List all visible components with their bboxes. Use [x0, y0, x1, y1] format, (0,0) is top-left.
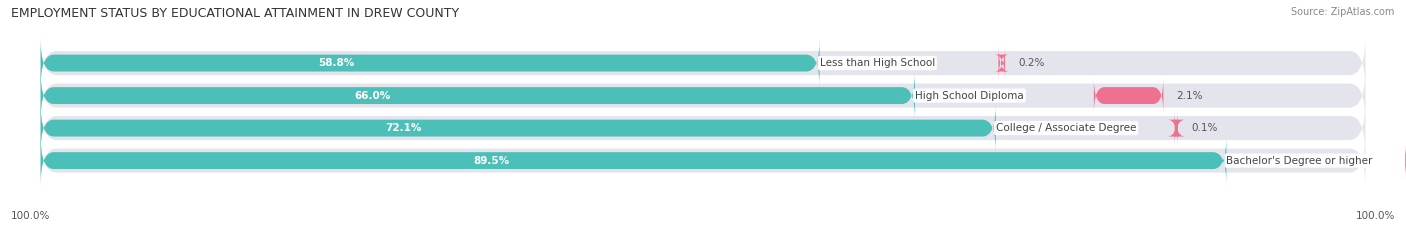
Text: EMPLOYMENT STATUS BY EDUCATIONAL ATTAINMENT IN DREW COUNTY: EMPLOYMENT STATUS BY EDUCATIONAL ATTAINM… [11, 7, 460, 20]
Text: 100.0%: 100.0% [1355, 211, 1395, 221]
Text: 66.0%: 66.0% [354, 91, 391, 101]
Text: Source: ZipAtlas.com: Source: ZipAtlas.com [1291, 7, 1395, 17]
FancyBboxPatch shape [41, 36, 1365, 90]
Legend: In Labor Force, Unemployed: In Labor Force, Unemployed [603, 231, 803, 233]
FancyBboxPatch shape [41, 72, 915, 120]
Text: 0.1%: 0.1% [1191, 123, 1218, 133]
Text: 0.2%: 0.2% [1018, 58, 1045, 68]
FancyBboxPatch shape [41, 137, 1226, 185]
Text: 100.0%: 100.0% [11, 211, 51, 221]
FancyBboxPatch shape [41, 39, 820, 87]
FancyBboxPatch shape [1094, 78, 1163, 113]
Text: Less than High School: Less than High School [820, 58, 935, 68]
FancyBboxPatch shape [41, 101, 1365, 155]
FancyBboxPatch shape [41, 104, 995, 152]
FancyBboxPatch shape [994, 45, 1010, 81]
Text: 58.8%: 58.8% [319, 58, 354, 68]
Text: 89.5%: 89.5% [472, 156, 509, 166]
Text: High School Diploma: High School Diploma [915, 91, 1024, 101]
Text: College / Associate Degree: College / Associate Degree [995, 123, 1136, 133]
FancyBboxPatch shape [41, 134, 1365, 188]
Text: 2.1%: 2.1% [1177, 91, 1204, 101]
FancyBboxPatch shape [1167, 110, 1185, 146]
Text: 72.1%: 72.1% [385, 123, 422, 133]
Text: Bachelor's Degree or higher: Bachelor's Degree or higher [1226, 156, 1372, 166]
FancyBboxPatch shape [41, 69, 1365, 123]
